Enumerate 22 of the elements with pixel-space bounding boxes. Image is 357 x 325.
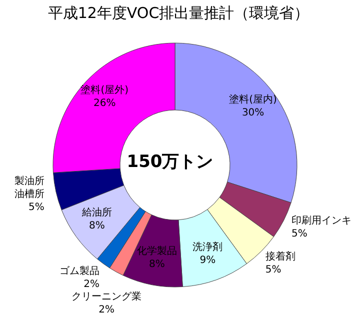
data-label: 30% — [242, 107, 264, 118]
data-label: 5% — [28, 202, 44, 213]
slice-label: 給油所 — [80, 206, 112, 219]
data-label: 8% — [88, 220, 105, 232]
data-label: 2% — [84, 278, 100, 290]
slice-label: 印刷用インキ — [292, 214, 352, 226]
slice-label: 製油所油槽所 — [14, 174, 44, 200]
chart-title: 平成12年度VOC排出量推計（環境省） — [46, 4, 310, 23]
data-label: 2% — [98, 304, 115, 316]
slice-label: 塗料(屋内) — [229, 93, 278, 106]
data-label: 5% — [265, 264, 282, 276]
slice-label: ゴム製品 — [60, 264, 100, 277]
slice-label: 化学製品 — [136, 244, 177, 257]
data-label: 5% — [292, 228, 308, 240]
data-label: 26% — [94, 98, 116, 109]
slice-label: 洗浄剤 — [192, 240, 223, 253]
slice-label: クリーニング業 — [72, 290, 142, 302]
slice-label: 接着剤 — [265, 250, 296, 262]
slice-label: 塗料(屋外) — [80, 84, 129, 96]
data-label: 9% — [200, 254, 216, 266]
data-label: 8% — [148, 258, 165, 270]
text: 150万トン — [126, 152, 214, 172]
